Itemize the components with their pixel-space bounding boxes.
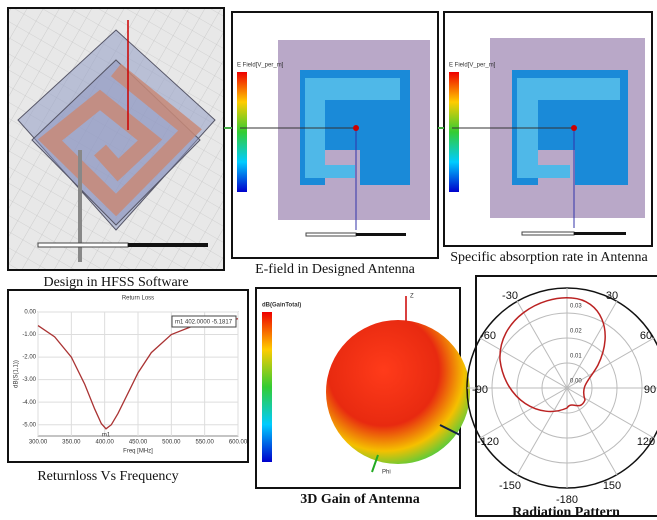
angle-label: -90 [472,384,488,396]
angle-label: -180 [556,494,578,506]
radial-label: 0.03 [570,304,582,310]
x-tick-label: 350.00 [62,440,81,446]
caption: Radiation Pattern [512,505,620,520]
x-tick-label: 500.00 [162,440,181,446]
caption: Returnloss Vs Frequency [37,469,178,484]
angle-label: -60 [480,330,496,342]
x-tick-label: 600.00 [229,440,248,446]
y-tick-label: -2.00 [22,355,36,361]
y-axis-label: dB(S(1,1)) [14,360,20,388]
x-tick-label: 550.00 [195,440,214,446]
y-tick-label: -1.00 [22,332,36,338]
angle-label: 30 [606,290,618,302]
angle-label: 60 [640,330,652,342]
efield-panel [232,12,438,258]
sar-panel [444,12,652,246]
angle-label: 120 [637,436,655,448]
y-tick-label: -5.00 [22,422,36,428]
y-tick-label: -3.00 [22,377,36,383]
angle-label: 150 [603,480,621,492]
axis-label: Z [410,294,414,300]
page: {"panels":{ "hfss":{"caption":"Design in… [0,0,657,520]
y-tick-label: 0.00 [24,310,36,316]
radiation-panel [467,276,657,516]
x-axis-label: Freq [MHz] [123,449,153,455]
axis-label: Phi [382,470,391,476]
angle-label: -30 [502,290,518,302]
legend-title: E Field[V_per_m] [237,63,284,69]
figure: Design in HFSS Software E-field in Design… [0,0,657,520]
y-tick-label: -4.00 [22,400,36,406]
x-tick-label: 300.00 [29,440,48,446]
legend-title: dB(GainTotal) [262,303,301,309]
caption: 3D Gain of Antenna [300,492,419,507]
chart-title: Return Loss [122,296,154,302]
radial-label: 0.02 [570,329,582,335]
x-tick-label: 450.00 [129,440,148,446]
hfss-panel [8,8,224,270]
angle-label: 90 [644,384,656,396]
marker-label: m1 [102,432,111,438]
gain-panel [256,288,470,488]
marker-text: m1 402.0000 -5.1817 [175,320,233,326]
legend-title: E Field[V_per_m] [449,63,496,69]
x-tick-label: 400.00 [95,440,114,446]
caption: Specific absorption rate in Antenna [450,250,648,265]
caption: E-field in Designed Antenna [255,262,416,277]
angle-label: -120 [477,436,499,448]
radial-label: 0.00 [570,379,582,385]
angle-label: -150 [499,480,521,492]
caption: Design in HFSS Software [43,275,188,290]
radial-label: 0.01 [570,354,582,360]
